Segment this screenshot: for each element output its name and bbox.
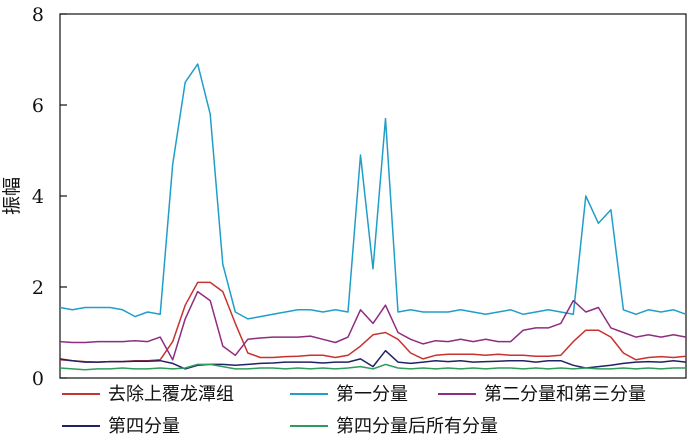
series-group	[59, 63, 687, 371]
legend-label: 第四分量	[108, 416, 180, 437]
y-tick-label: 0	[32, 368, 44, 390]
series-line-4	[59, 349, 687, 370]
series-line-3	[59, 290, 687, 361]
y-tick-label: 8	[32, 4, 44, 26]
y-axis-label: 振幅	[1, 177, 23, 215]
series-line-5	[59, 363, 686, 371]
series-line-1	[59, 281, 687, 363]
y-tick-label: 4	[32, 186, 44, 208]
legend-label: 第二分量和第三分量	[484, 384, 646, 405]
legend-label: 第四分量后所有分量	[336, 416, 498, 437]
y-tick-label: 2	[32, 277, 44, 299]
y-axis: 0 2 4 6 8	[32, 4, 67, 390]
legend-label: 去除上覆龙潭组	[108, 384, 234, 405]
series-line-2	[59, 63, 687, 320]
y-tick-label: 6	[32, 95, 44, 117]
legend-label: 第一分量	[336, 384, 408, 405]
